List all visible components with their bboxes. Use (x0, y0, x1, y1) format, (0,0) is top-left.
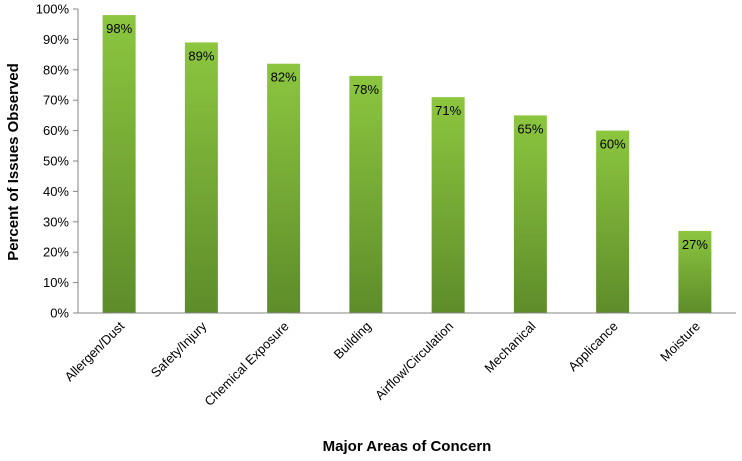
bar-data-label: 82% (271, 70, 297, 85)
y-tick-label: 80% (43, 62, 69, 77)
x-category-label: Airflow/Circulation (372, 319, 456, 403)
y-tick-label: 50% (43, 154, 69, 169)
data-labels: 98% 89% 82% 78% 71% 65% 60% 27% (106, 21, 708, 252)
y-tick-label: 0% (50, 306, 69, 321)
y-tick-label: 30% (43, 214, 69, 229)
bar (678, 230, 712, 313)
x-category-label: Safety/Injury (148, 318, 210, 380)
y-axis-title: Percent of Issues Observed (5, 63, 22, 261)
bar (102, 15, 136, 314)
bar-data-label: 60% (600, 137, 626, 152)
bar-data-label: 65% (517, 121, 543, 136)
y-tick-label: 20% (43, 245, 69, 260)
bar (184, 42, 218, 313)
bar (513, 115, 547, 314)
bar (267, 63, 301, 313)
x-category-label: Building (331, 319, 374, 362)
bar-data-label: 27% (682, 237, 708, 252)
bars (102, 15, 712, 314)
axes (77, 9, 736, 314)
bar-data-label: 71% (435, 103, 461, 118)
y-tick-label: 100% (36, 2, 70, 17)
bar-data-label: 98% (106, 21, 132, 36)
x-axis-title: Major Areas of Concern (323, 438, 492, 455)
bar (431, 97, 465, 313)
x-category-label: Moisture (657, 319, 703, 365)
x-category-label: Allergen/Dust (61, 318, 127, 384)
bar-data-label: 78% (353, 82, 379, 97)
x-category-label: Mechanical (481, 318, 538, 375)
bar-data-label: 89% (188, 48, 214, 63)
y-tick-label: 40% (43, 184, 69, 199)
y-tick-label: 10% (43, 275, 69, 290)
bar (596, 130, 630, 313)
y-tick-label: 60% (43, 123, 69, 138)
x-category-label: Applicance (565, 319, 621, 375)
y-tick-label: 90% (43, 32, 69, 47)
bar (349, 75, 383, 313)
y-axis-ticks: 0% 10% 20% 30% 40% 50% 60% 70% 80% 90% 100% (36, 2, 78, 321)
y-tick-label: 70% (43, 93, 69, 108)
x-category-label: Chemical Exposure (201, 319, 291, 409)
